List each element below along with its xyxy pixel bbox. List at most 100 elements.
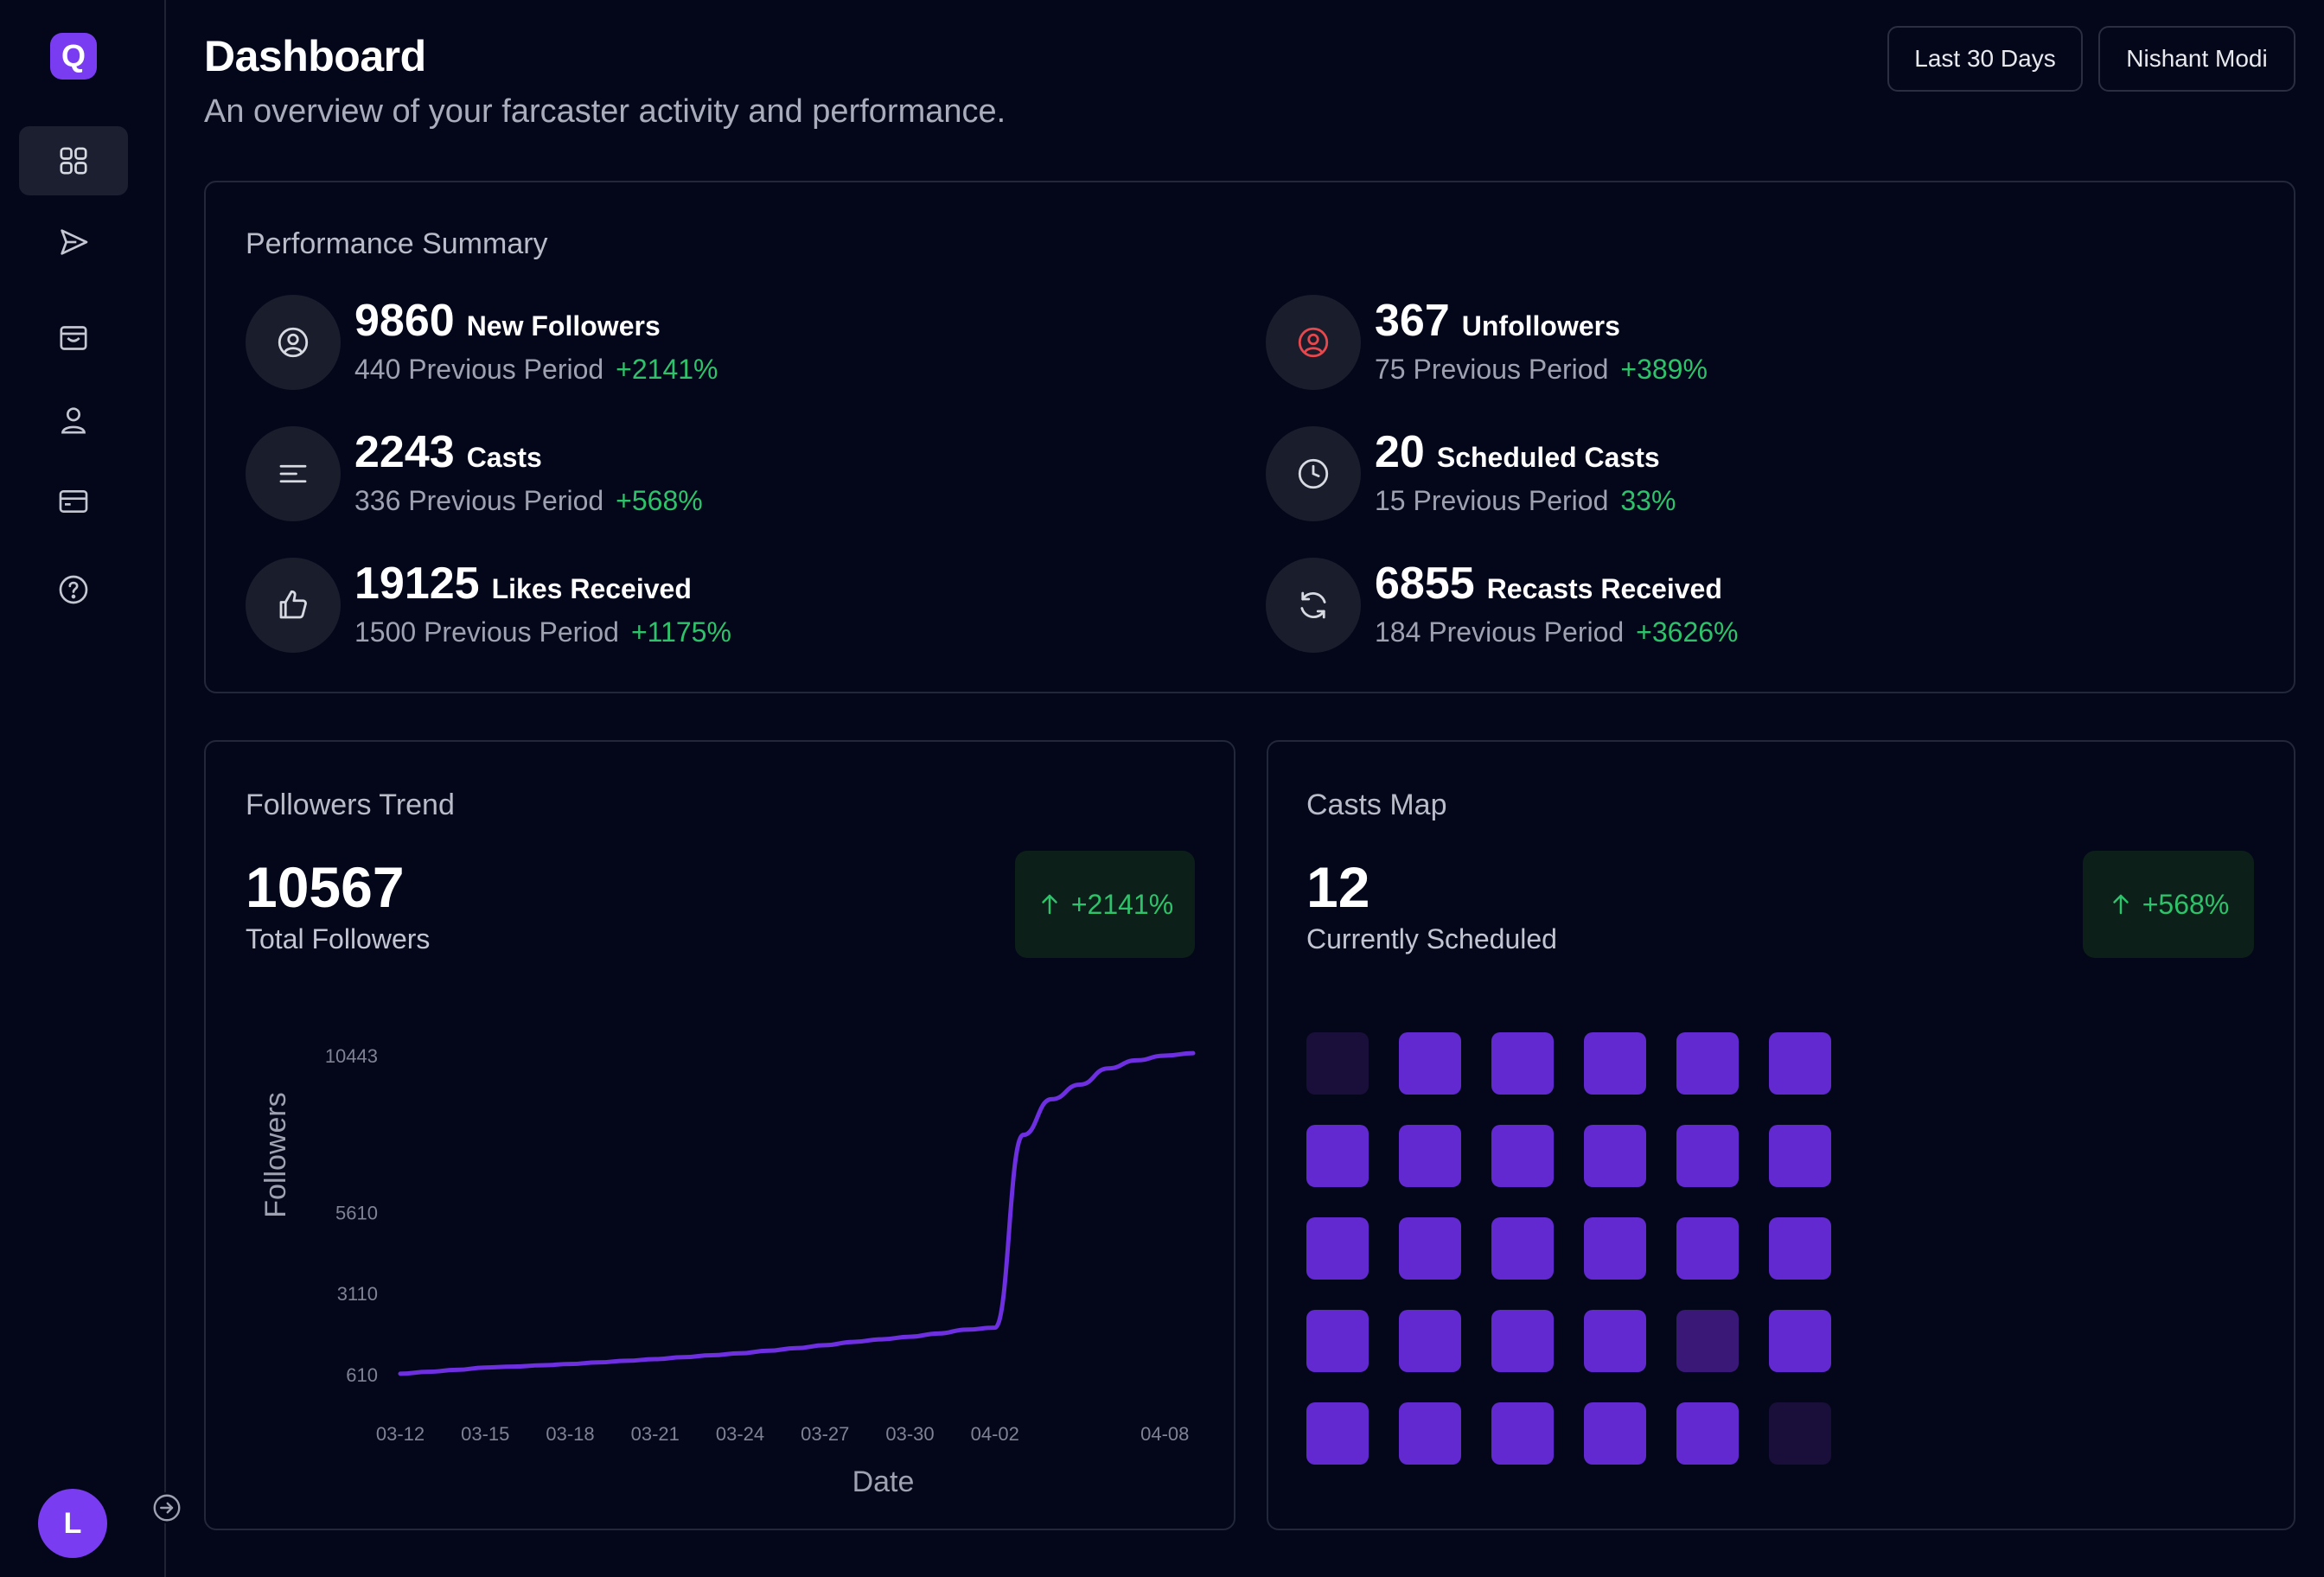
y-tick-label: 5610 [335, 1202, 378, 1223]
stat-previous: 336 Previous Period [354, 485, 604, 516]
casts-map-cell[interactable] [1491, 1402, 1554, 1465]
casts-map-cell[interactable] [1584, 1125, 1646, 1187]
casts-map-cell[interactable] [1306, 1310, 1369, 1372]
casts-map-cell[interactable] [1584, 1217, 1646, 1280]
stat-sub-line: 184 Previous Period +3626% [1375, 616, 1739, 648]
scheduled-count-caption: Currently Scheduled [1306, 923, 1557, 954]
stat-sub-line: 75 Previous Period +389% [1375, 354, 1708, 386]
grid-icon [60, 147, 87, 175]
date-range-button[interactable]: Last 30 Days [1887, 26, 2083, 92]
stat-sub-line: 1500 Previous Period +1175% [354, 616, 731, 648]
casts-map-cell[interactable] [1491, 1032, 1554, 1095]
stat-value: 367 [1375, 296, 1450, 346]
send-icon [61, 229, 88, 255]
casts-map-cell[interactable] [1584, 1310, 1646, 1372]
user-avatar[interactable]: L [38, 1489, 107, 1558]
stat-value-line: 20 Scheduled Casts [1375, 426, 1660, 478]
casts-map-cell[interactable] [1399, 1217, 1461, 1280]
casts-map-cell[interactable] [1306, 1217, 1369, 1280]
inbox-icon [60, 326, 87, 350]
followers-line-chart: 610 3110 5610 10443 03-12 03-15 03-18 03-21 03-2… [259, 1045, 1196, 1498]
total-followers-caption: Total Followers [246, 923, 431, 954]
casts-map-cell[interactable] [1399, 1402, 1461, 1465]
stat-previous: 75 Previous Period [1375, 354, 1609, 385]
help-circle-icon [59, 575, 88, 604]
stat-sub-line: 15 Previous Period 33% [1375, 485, 1676, 517]
total-followers-value: 10567 [246, 855, 405, 919]
casts-map-cell[interactable] [1769, 1125, 1831, 1187]
sidebar-item-profile[interactable] [19, 386, 128, 455]
x-tick-label: 03-27 [801, 1423, 849, 1445]
followers-series-line [398, 1050, 1196, 1376]
casts-map-cell[interactable] [1491, 1217, 1554, 1280]
scheduled-count-value: 12 [1306, 855, 1370, 919]
x-tick-label: 03-15 [461, 1423, 509, 1445]
stat-icon-wrap [1266, 558, 1361, 653]
casts-map-cell[interactable] [1769, 1032, 1831, 1095]
stat-label: Scheduled Casts [1436, 442, 1660, 473]
y-tick-label: 3110 [337, 1283, 378, 1305]
user-icon [61, 407, 86, 434]
casts-map-cell[interactable] [1676, 1310, 1739, 1372]
stat-icon-wrap [246, 426, 341, 521]
sidebar-item-inbox[interactable] [19, 303, 128, 373]
sidebar: Q L [0, 0, 166, 1577]
x-tick-label: 03-21 [631, 1423, 680, 1445]
casts-map-cell[interactable] [1306, 1402, 1369, 1465]
user-menu-button[interactable]: Nishant Modi [2098, 26, 2295, 92]
casts-map-cell[interactable] [1306, 1032, 1369, 1095]
sidebar-item-dashboard[interactable] [19, 126, 128, 195]
casts-change-badge: +568% [2083, 851, 2254, 958]
casts-map-cell[interactable] [1491, 1310, 1554, 1372]
stat-label: Likes Received [491, 573, 692, 604]
y-axis-title: Followers [259, 1092, 292, 1217]
casts-map-card: Casts Map 12 Currently Scheduled +568% [1267, 740, 2295, 1530]
followers-trend-card: Followers Trend 10567 Total Followers +2… [204, 740, 1235, 1530]
followers-trend-title: Followers Trend [246, 788, 455, 821]
casts-map-cell[interactable] [1399, 1310, 1461, 1372]
stat-previous: 1500 Previous Period [354, 616, 619, 648]
stat-change: +389% [1620, 354, 1708, 385]
casts-map-cell[interactable] [1399, 1125, 1461, 1187]
casts-map-cell[interactable] [1676, 1402, 1739, 1465]
stat-icon-wrap [1266, 295, 1361, 390]
collapse-sidebar-button[interactable] [151, 1492, 182, 1523]
page-title: Dashboard [204, 32, 426, 80]
stat-value-line: 6855 Recasts Received [1375, 558, 1722, 610]
casts-map-cell[interactable] [1769, 1217, 1831, 1280]
y-tick-label: 10443 [325, 1045, 378, 1067]
casts-map-cell[interactable] [1584, 1032, 1646, 1095]
arrow-up-icon [1042, 894, 1057, 915]
casts-map-cell[interactable] [1676, 1125, 1739, 1187]
stat-value: 6855 [1375, 559, 1475, 609]
stat-value: 19125 [354, 559, 480, 609]
stat-label: Casts [466, 442, 542, 473]
stat-value-line: 367 Unfollowers [1375, 295, 1620, 347]
x-tick-label: 04-02 [971, 1423, 1019, 1445]
casts-map-cell[interactable] [1769, 1402, 1831, 1465]
sidebar-item-help[interactable] [19, 555, 128, 624]
refresh-icon [1300, 591, 1326, 619]
sidebar-item-send[interactable] [19, 208, 128, 277]
logo-letter: Q [61, 38, 86, 73]
casts-map-title: Casts Map [1306, 788, 1447, 821]
sidebar-item-billing[interactable] [19, 467, 128, 536]
casts-map-cell[interactable] [1676, 1032, 1739, 1095]
stat-label: Unfollowers [1461, 310, 1620, 342]
app-logo[interactable]: Q [50, 33, 97, 80]
performance-summary-card: Performance Summary 9860 New Followers 44… [204, 181, 2295, 693]
y-tick-label: 610 [346, 1364, 378, 1386]
casts-map-cell[interactable] [1306, 1125, 1369, 1187]
stat-label: Recasts Received [1486, 573, 1722, 604]
casts-map-cell[interactable] [1676, 1217, 1739, 1280]
casts-map-cell[interactable] [1399, 1032, 1461, 1095]
stat-change: +568% [616, 485, 703, 516]
x-tick-label: 03-12 [376, 1423, 425, 1445]
stat-icon-wrap [246, 558, 341, 653]
casts-map-cell[interactable] [1769, 1310, 1831, 1372]
stat-icon-wrap [1266, 426, 1361, 521]
x-tick-label: 03-30 [885, 1423, 934, 1445]
casts-map-cell[interactable] [1584, 1402, 1646, 1465]
casts-map-cell[interactable] [1491, 1125, 1554, 1187]
user-circle-icon [1298, 327, 1329, 358]
